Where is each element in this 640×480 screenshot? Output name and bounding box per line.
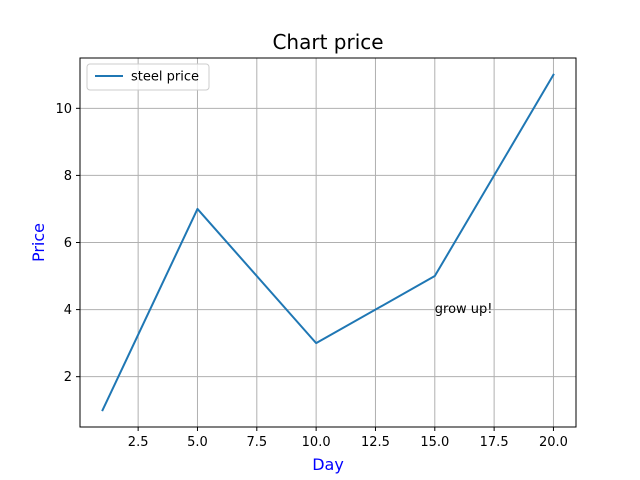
ticks: 2.5 5.0 7.5 10.0 12.5 15.0 17.5 20.0 2 4 6 8 10	[55, 102, 567, 450]
y-tick-label: 10	[55, 102, 72, 117]
x-tick-label: 5.0	[187, 435, 208, 450]
x-tick-label: 7.5	[246, 435, 267, 450]
x-tick-label: 15.0	[420, 435, 449, 450]
x-tick-label: 10.0	[302, 435, 331, 450]
y-tick-label: 4	[64, 303, 72, 318]
chart-title: Chart price	[272, 30, 383, 54]
y-tick-label: 2	[64, 370, 72, 385]
annotation-grow-up: grow up!	[435, 302, 493, 317]
x-tick-label: 2.5	[128, 435, 149, 450]
legend-label-steel-price: steel price	[131, 70, 199, 85]
legend: steel price	[86, 63, 210, 91]
legend-box	[86, 63, 210, 91]
y-axis-label: Price	[29, 223, 48, 262]
series-line-steel-price	[101, 73, 555, 412]
x-axis-label: Day	[312, 455, 344, 474]
x-tick-label: 17.5	[480, 435, 509, 450]
x-tick-label: 12.5	[361, 435, 390, 450]
x-tick-label: 20.0	[539, 435, 568, 450]
y-tick-label: 8	[64, 169, 72, 184]
grid	[80, 58, 576, 427]
y-tick-label: 6	[64, 236, 72, 251]
series-layer	[101, 73, 555, 412]
